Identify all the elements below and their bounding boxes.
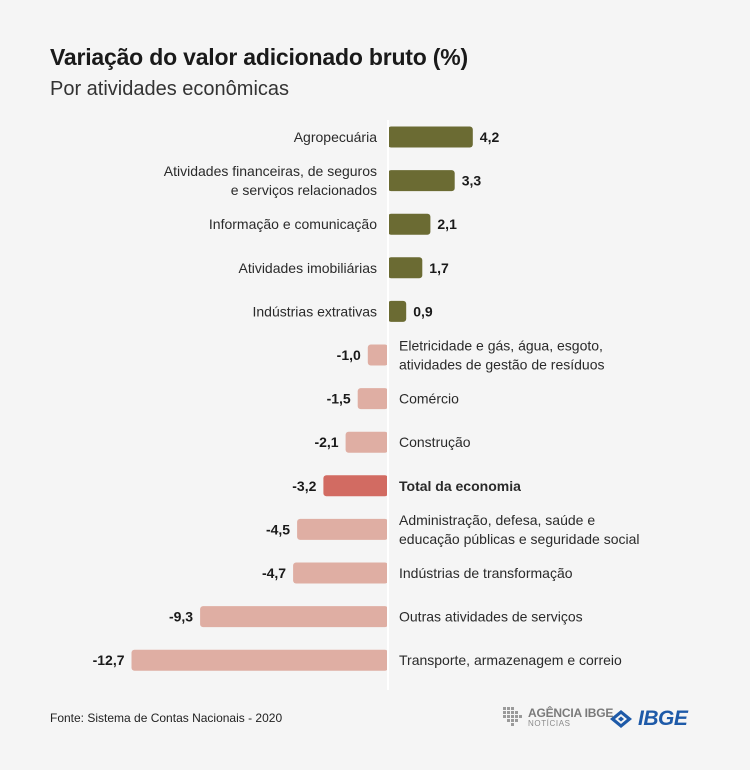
bar-2 xyxy=(388,213,431,235)
agencia-ibge-logo: AGÊNCIA IBGE NOTÍCIAS xyxy=(502,706,613,728)
bar-10 xyxy=(293,562,388,584)
value-label-0: 4,2 xyxy=(480,129,500,145)
category-label-5-line-0: Eletricidade e gás, água, esgoto, xyxy=(399,338,603,354)
category-label-7: Construção xyxy=(399,434,471,450)
category-label-5-line-1: atividades de gestão de resíduos xyxy=(399,357,604,373)
category-label-8: Total da economia xyxy=(399,478,521,494)
ibge-flag-icon xyxy=(610,710,632,728)
agencia-ibge-icon xyxy=(503,707,522,726)
bar-5 xyxy=(367,344,388,366)
bar-8 xyxy=(323,475,388,497)
source-note: Fonte: Sistema de Contas Nacionais - 202… xyxy=(50,711,283,725)
bar-0 xyxy=(388,126,473,148)
agencia-logo-line1: AGÊNCIA IBGE xyxy=(528,705,614,720)
category-label-12: Transporte, armazenagem e correio xyxy=(399,652,622,668)
value-label-10: -4,7 xyxy=(262,565,286,581)
value-label-2: 2,1 xyxy=(437,216,457,232)
category-label-3: Atividades imobiliárias xyxy=(238,260,377,276)
chart-title: Variação do valor adicionado bruto (%) xyxy=(50,44,468,70)
value-label-8: -3,2 xyxy=(292,478,316,494)
category-label-1-line-0: Atividades financeiras, de seguros xyxy=(164,163,377,179)
value-label-3: 1,7 xyxy=(429,260,449,276)
category-label-1-line-1: e serviços relacionados xyxy=(231,182,377,198)
value-label-11: -9,3 xyxy=(169,609,193,625)
category-label-9-line-0: Administração, defesa, saúde e xyxy=(399,512,595,528)
ibge-logo: IBGE xyxy=(608,707,688,731)
bar-6 xyxy=(357,388,388,410)
bar-1 xyxy=(388,170,455,192)
category-label-4: Indústrias extrativas xyxy=(253,303,378,319)
category-label-2: Informação e comunicação xyxy=(209,216,377,232)
chart-subtitle: Por atividades econômicas xyxy=(50,78,290,100)
value-label-1: 3,3 xyxy=(462,173,482,189)
ibge-wordmark: IBGE xyxy=(638,707,688,730)
value-label-5: -1,0 xyxy=(337,347,361,363)
bar-12 xyxy=(131,649,388,671)
value-label-9: -4,5 xyxy=(266,521,290,537)
category-label-10: Indústrias de transformação xyxy=(399,565,573,581)
bar-chart: 4,2 Agropecuária 3,3 Atividades financeiras… xyxy=(92,126,640,671)
value-label-4: 0,9 xyxy=(413,303,433,319)
value-label-7: -2,1 xyxy=(314,434,338,450)
agencia-logo-line2: NOTÍCIAS xyxy=(528,718,571,728)
value-label-12: -12,7 xyxy=(93,652,125,668)
category-label-9-line-1: educação públicas e seguridade social xyxy=(399,531,640,547)
bar-11 xyxy=(200,606,388,628)
category-label-11: Outras atividades de serviços xyxy=(399,609,583,625)
bar-7 xyxy=(345,431,388,453)
bar-4 xyxy=(388,300,407,322)
bar-3 xyxy=(388,257,423,279)
value-label-6: -1,5 xyxy=(327,391,351,407)
category-label-0: Agropecuária xyxy=(294,129,377,145)
category-label-6: Comércio xyxy=(399,391,459,407)
bar-9 xyxy=(297,518,388,540)
